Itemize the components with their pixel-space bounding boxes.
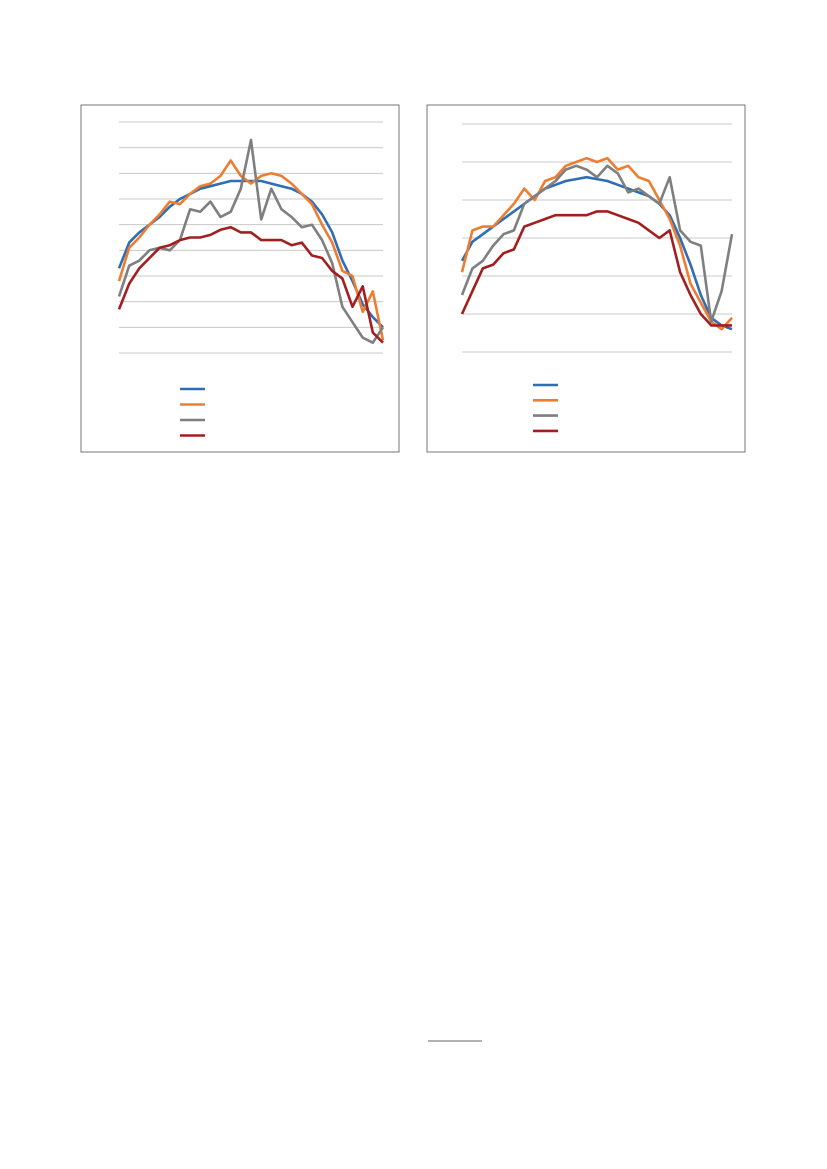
chart-frame	[80, 104, 400, 453]
series-line	[460, 164, 734, 323]
series-line	[460, 210, 732, 327]
series-line	[117, 179, 384, 329]
series-line	[117, 138, 385, 344]
series-line	[460, 156, 733, 331]
series-line	[117, 159, 385, 341]
series-line	[460, 175, 733, 331]
chart-frame	[426, 104, 746, 453]
series-line	[117, 225, 384, 344]
